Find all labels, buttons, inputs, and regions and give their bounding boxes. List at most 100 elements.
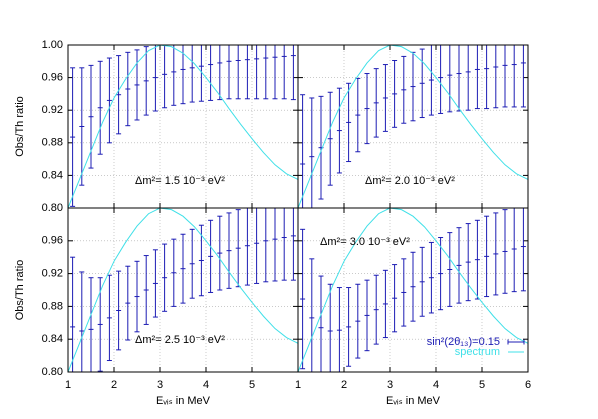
x-tick-label: 1 — [65, 379, 71, 391]
error-bar — [198, 224, 204, 297]
spectrum-line — [68, 45, 298, 208]
error-bar — [484, 45, 490, 110]
error-bar — [493, 45, 499, 109]
error-bar — [272, 45, 278, 100]
error-bar — [355, 77, 361, 153]
error-bar — [456, 45, 462, 112]
x-tick-label: 2 — [111, 379, 117, 391]
error-bar — [171, 238, 177, 307]
error-bar — [189, 45, 195, 103]
error-bar — [125, 51, 131, 127]
plot-area — [298, 45, 528, 208]
y-tick-label: 0.92 — [42, 104, 63, 116]
annotation: Δm²= 2.5 10⁻³ eV² — [135, 334, 225, 346]
error-bar — [263, 208, 269, 283]
panel: Δm²= 2.0 10⁻³ eV² — [297, 44, 529, 209]
error-bar — [281, 45, 287, 100]
error-bar — [226, 45, 232, 100]
legend-label: spectrum — [455, 346, 500, 358]
error-bar — [226, 212, 232, 289]
x-tick-label: 6 — [525, 379, 531, 391]
error-bar — [382, 64, 388, 132]
plot-area — [298, 208, 528, 372]
error-bar — [198, 45, 204, 102]
error-bar — [438, 237, 444, 311]
error-bar — [97, 60, 103, 155]
error-bar — [502, 45, 508, 108]
x-tick-label: 5 — [479, 379, 485, 391]
error-bar — [428, 45, 434, 116]
error-bar — [447, 232, 453, 307]
error-bar — [373, 274, 379, 345]
error-bar — [373, 68, 379, 138]
y-tick-label: 0.92 — [42, 268, 63, 280]
error-bar — [106, 274, 112, 362]
x-tick-label: 2 — [341, 379, 347, 391]
panel: 1 2 3 4 5 6 Δm²= 3.0 10⁻³ eV² Eᵥᵢₛ in MeV sin²(2… — [295, 207, 531, 407]
error-bar — [88, 64, 94, 169]
error-bar — [364, 73, 370, 145]
error-bar — [235, 45, 241, 100]
error-bar — [410, 251, 416, 322]
error-bar — [520, 208, 526, 292]
x-tick-label: 3 — [157, 379, 163, 391]
error-bar — [180, 233, 186, 304]
x-tick-label: 3 — [387, 379, 393, 391]
error-bar — [392, 59, 398, 128]
error-bar — [189, 228, 195, 299]
error-bar — [97, 277, 103, 372]
annotation: Δm²= 1.5 10⁻³ eV² — [135, 175, 225, 187]
error-bar — [327, 283, 333, 372]
error-bar — [244, 208, 250, 286]
x-tick-label: 1 — [295, 379, 301, 391]
error-bar — [493, 212, 499, 296]
error-bar — [88, 277, 94, 372]
error-bar — [502, 209, 508, 294]
error-bar — [474, 45, 480, 110]
error-bar — [79, 271, 85, 372]
y-tick-label: 0.84 — [42, 333, 63, 345]
error-bar — [208, 45, 214, 101]
error-bar — [116, 270, 122, 351]
error-bar — [318, 275, 324, 372]
error-bar — [208, 219, 214, 293]
legend-label: sin²(2θ₁₃)=0.15 — [427, 336, 500, 348]
error-bar — [364, 279, 370, 352]
error-bar — [180, 45, 186, 105]
error-bar — [134, 49, 140, 121]
x-tick-label: 4 — [433, 379, 439, 391]
plot-area — [68, 208, 298, 372]
y-tick-label: 0.96 — [42, 72, 63, 84]
plot-area — [68, 45, 298, 208]
error-bar — [125, 265, 131, 341]
error-bar — [465, 45, 471, 111]
error-bar — [244, 45, 250, 100]
error-bar — [254, 45, 260, 100]
error-bar — [346, 287, 352, 367]
y-tick-label: 0.88 — [42, 137, 63, 149]
error-bar — [309, 258, 315, 372]
error-bar — [355, 283, 361, 359]
error-bar — [254, 208, 260, 284]
spectrum-line — [298, 45, 528, 208]
y-tick-label: 0.84 — [42, 169, 63, 181]
x-axis-label: Eᵥᵢₛ in MeV — [156, 395, 211, 407]
error-bar — [465, 223, 471, 302]
panel: 1.00 0.96 0.92 0.88 0.84 0.80 Δm²= 1.5 10⁻³ eV… — [14, 39, 299, 214]
error-bar — [484, 215, 490, 298]
error-bar — [171, 45, 177, 106]
x-axis-label: Eᵥᵢₛ in MeV — [386, 395, 441, 407]
error-bar — [70, 256, 76, 372]
error-bar — [152, 45, 158, 112]
error-bar — [447, 45, 453, 113]
x-tick-label: 4 — [203, 379, 209, 391]
error-bar — [520, 45, 526, 108]
error-bar — [290, 45, 296, 101]
error-bar — [162, 45, 168, 109]
spectrum-line — [298, 208, 528, 372]
panel-frame — [297, 207, 529, 373]
error-bar — [272, 208, 278, 282]
error-bar — [428, 241, 434, 314]
error-bar — [511, 45, 517, 108]
